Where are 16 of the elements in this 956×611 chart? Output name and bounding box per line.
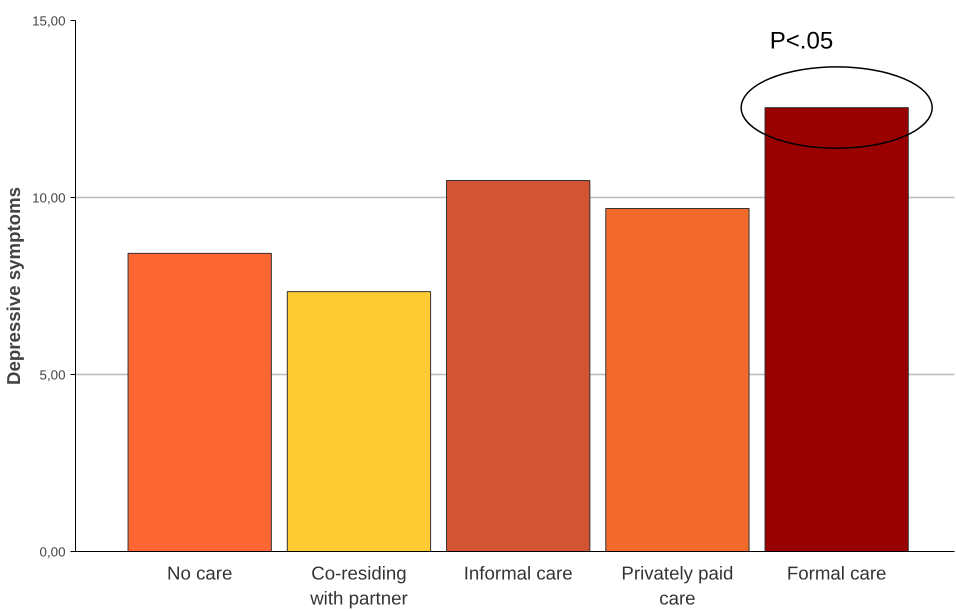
bar (128, 252, 272, 552)
x-tick-label: No care (167, 562, 232, 584)
bar (446, 180, 590, 552)
x-tick-label: Co-residing with partner (309, 562, 408, 609)
bar (286, 291, 432, 552)
y-tick-label: 10,00 (32, 190, 66, 206)
bar (764, 107, 909, 552)
annotation: P<.05 (770, 27, 834, 54)
x-tick-label: Privately paid care (621, 562, 734, 609)
y-tick-label: 0,00 (40, 544, 66, 560)
bar (605, 208, 750, 552)
y-axis-title: Depressive symptoms (3, 186, 24, 386)
x-tick-label: Informal care (464, 562, 573, 584)
x-tick-label: Formal care (786, 562, 886, 584)
y-tick-label: 5,00 (40, 368, 66, 382)
y-tick-label: 15,00 (32, 14, 66, 28)
